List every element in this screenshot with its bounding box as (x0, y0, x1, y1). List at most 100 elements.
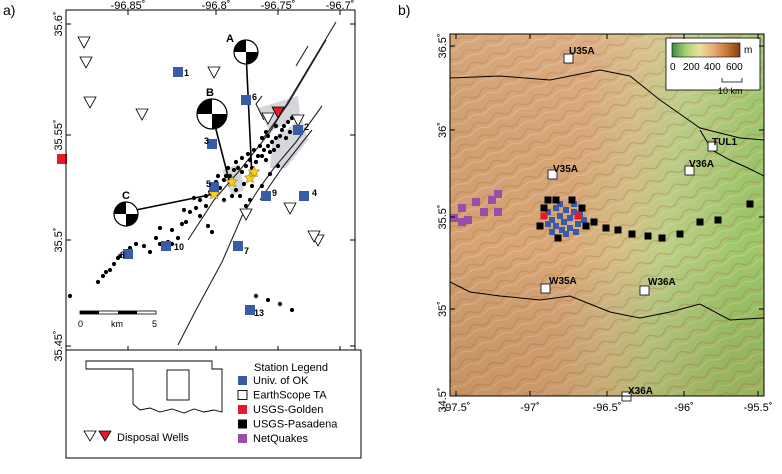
epicenter-dot (273, 135, 279, 141)
epicenter-dot (265, 297, 271, 303)
inactive-disposal-well (283, 202, 297, 215)
epicenter-dot (203, 193, 209, 199)
lon-tick-label: -96.75˚ (261, 0, 296, 12)
colorbar-tick: 0 (670, 62, 676, 73)
epicenter-dot (107, 267, 113, 273)
legend-label: USGS-Golden (253, 404, 323, 416)
lat-tick-label: 35.45˚ (53, 330, 65, 361)
epicenter-dot (267, 171, 273, 177)
lon-tick-label: -96.8˚ (202, 0, 231, 12)
epicenter-dot (209, 229, 215, 235)
legend-wells-label: Disposal Wells (117, 432, 189, 444)
epicenter-dot (243, 203, 249, 209)
netquakes-station (464, 216, 472, 224)
station-number: 2 (304, 122, 309, 132)
inactive-disposal-well (291, 114, 305, 127)
univ-ok-station (553, 205, 559, 211)
inactive-disposal-well (261, 112, 275, 125)
usgs-pasadena-station (614, 226, 622, 234)
inactive-disposal-well (83, 96, 97, 109)
epicenter-dot (215, 173, 221, 179)
epicenter-dot (221, 177, 227, 183)
univ-ok-station (207, 139, 217, 149)
netquakes-station (480, 208, 488, 216)
epicenter-dot (197, 197, 203, 203)
epicenter-dot (197, 213, 203, 219)
epicenter-dot (289, 307, 295, 313)
epicenter-dot (259, 183, 265, 189)
univ-ok-station (563, 207, 569, 213)
usgs-golden-station-a (57, 154, 67, 164)
epicenter-dot (225, 165, 231, 171)
usgs-pasadena-station (746, 200, 754, 208)
usgs-pasadena-station (552, 196, 560, 204)
study-area-box (166, 369, 190, 401)
station-number: 4 (312, 188, 317, 198)
epicenter-dot (233, 187, 239, 193)
ta-station-w36a: W36A (639, 277, 676, 296)
panel-b-lon-labels: -97.5˚ -97˚ -96.5˚ -96˚ -95.5˚ (442, 402, 773, 414)
epicenter-dot (255, 153, 261, 159)
univ-ok-station (123, 249, 133, 259)
station-number: 13 (254, 308, 264, 318)
lat-tick-label: 35.5˚ (437, 204, 449, 229)
ta-station-u35a: U35A (563, 46, 595, 64)
univ-ok-station (293, 125, 303, 135)
netquakes-station (488, 196, 496, 204)
panel-a-lat-labels: 35.6˚ 35.55˚ 35.5˚ 35.45˚ (53, 11, 65, 361)
epicenter-dot (265, 133, 271, 139)
univ-ok-station (173, 67, 183, 77)
ta-station-label: TUL1 (712, 137, 737, 148)
netquakes-station (494, 190, 502, 198)
mainshock-star (225, 175, 239, 188)
epicenter-dot (175, 235, 181, 241)
epicenter-dot (100, 273, 106, 279)
inactive-disposal-well (135, 108, 149, 121)
univ-ok-station (567, 225, 573, 231)
epicenter-dot (241, 181, 247, 187)
epicenter-dot (263, 129, 269, 135)
lat-tick-label: 34.5˚ (437, 387, 449, 412)
epicenter-dot (203, 203, 209, 209)
station-legend: Station Legend Univ. of OK EarthScope TA U… (65, 349, 362, 459)
ta-station-tul1: TUL1 (707, 137, 737, 152)
epicenter-dot (141, 243, 147, 249)
epicenter-dot (275, 163, 281, 169)
station-number: 10 (174, 242, 184, 252)
inactive-disposal-well (239, 208, 253, 221)
legend-marker (238, 405, 247, 414)
lat-tick-label: 36˚ (437, 122, 449, 138)
univ-ok-station (261, 191, 271, 201)
lat-tick-label: 35˚ (437, 301, 449, 317)
station-number: 1 (184, 68, 189, 78)
beach-ball-c (113, 201, 139, 227)
epicenter-dot (187, 209, 193, 215)
lat-tick-label: 35.55˚ (53, 119, 65, 150)
station-number: 5 (206, 179, 211, 189)
epicenter-dot (257, 143, 263, 149)
usgs-pasadena-station (714, 216, 722, 224)
epicenter-dot (147, 249, 153, 255)
beach-ball-a (233, 39, 259, 65)
lat-tick-label: 36.5˚ (437, 33, 449, 58)
univ-ok-station (161, 241, 171, 251)
colorbar-unit: m (744, 45, 752, 56)
panel-b-map (450, 34, 764, 396)
epicenter-dot (267, 149, 273, 155)
univ-ok-station (545, 209, 551, 215)
elevation-colorbar: m 0 200 400 600 10 km (665, 37, 761, 96)
epicenter-dot (111, 261, 117, 267)
inactive-disposal-well (307, 230, 321, 243)
scale-bar-a-start: 0 (78, 319, 83, 329)
netquakes-station (472, 198, 480, 206)
univ-ok-station (567, 215, 573, 221)
epicenter-dot (243, 163, 249, 169)
earthquake-epicenters (67, 115, 299, 313)
epicenter-dot (231, 167, 237, 173)
epicenter-dot (261, 147, 267, 153)
epicenter-dot (133, 241, 139, 247)
legend-label: EarthScope TA (253, 390, 327, 402)
univ-ok-station (561, 219, 567, 225)
epicenter-dot (279, 127, 285, 133)
disposal-wells (77, 36, 325, 247)
